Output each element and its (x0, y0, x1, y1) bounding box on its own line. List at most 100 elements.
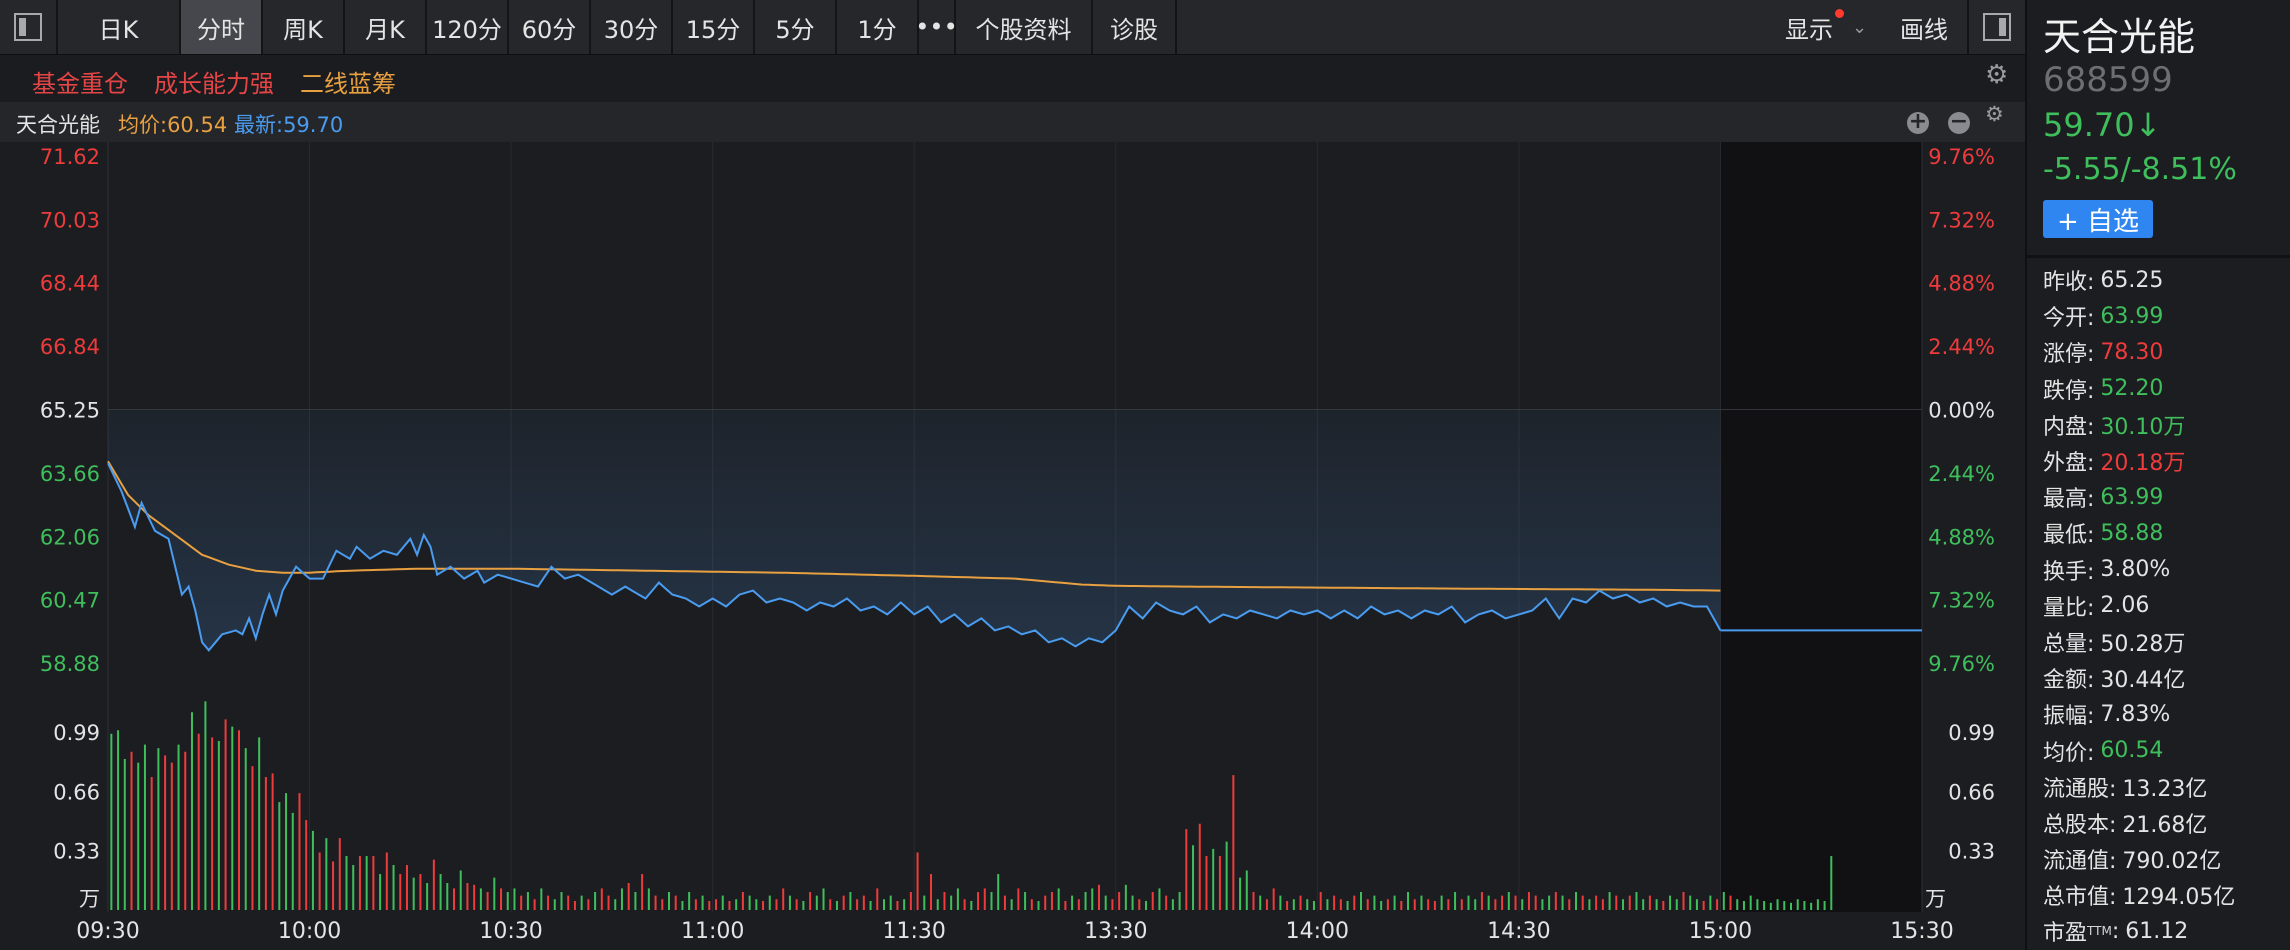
tab-60min[interactable]: 60分 (509, 0, 591, 54)
tab-weekly-k[interactable]: 周K (263, 0, 345, 54)
tab-30min[interactable]: 30分 (591, 0, 673, 54)
stat-label-colon: : (2111, 918, 2120, 944)
pct-tick-label: 7.32% (1928, 208, 1995, 232)
tab-15min[interactable]: 15分 (673, 0, 755, 54)
chart-info-line: 天合光能 均价:60.54 最新:59.70 + − ⚙ (0, 102, 2025, 142)
stat-value: 790.02亿 (2122, 849, 2222, 875)
time-tick-label: 13:30 (1084, 919, 1147, 944)
intraday-chart-svg: 71.62 9.76% 70.03 7.32% 68.44 4.88% 66.84 2.44%… (10, 142, 1995, 950)
stat-row: 今开: 63.99 (2043, 298, 2235, 334)
volume-tick-label: 0.33 (53, 840, 100, 864)
stat-label: 金额: (2043, 668, 2095, 694)
price-area-fill (108, 409, 1721, 651)
stat-row: 总股本: 21.68亿 (2043, 805, 2235, 841)
tag-growth[interactable]: 成长能力强 (154, 70, 274, 98)
tab-120min[interactable]: 120分 (427, 0, 509, 54)
after-hours-area (1720, 142, 1922, 912)
stat-value: 60.54 (2100, 738, 2164, 764)
latest-price-label: 最新:59.70 (234, 113, 344, 137)
stat-value: 50.28万 (2100, 631, 2186, 657)
pct-tick-label: 9.76% (1928, 145, 1995, 169)
quote-stats: 昨收: 65.25 今开: 63.99 涨停: 78.30 跌停: 52.20 内盘: 30.10… (2043, 262, 2235, 950)
gear-icon[interactable]: ⚙ (1985, 60, 2009, 90)
time-tick-label: 15:00 (1689, 919, 1752, 944)
chevron-down-icon: ⌄ (1851, 16, 1868, 38)
time-tick-label: 09:30 (76, 919, 139, 944)
price-line (107, 462, 1722, 652)
stat-row: 跌停: 52.20 (2043, 371, 2235, 407)
stat-row: 流通股: 13.23亿 (2043, 769, 2235, 805)
price-tick-label: 65.25 (40, 399, 100, 423)
tag-fund-heavy[interactable]: 基金重仓 (32, 70, 128, 98)
tab-1min[interactable]: 1分 (837, 0, 919, 54)
stat-label: 内盘: (2043, 414, 2095, 440)
volume-unit-label: 万 (79, 887, 100, 911)
pct-tick-label: 7.32% (1928, 589, 1995, 613)
stat-row: 量比: 2.06 (2043, 588, 2235, 624)
price-tick-label: 63.66 (40, 462, 100, 486)
stat-row: 内盘: 30.10万 (2043, 407, 2235, 443)
period-toolbar: 日K 分时 周K 月K 120分 60分 30分 15分 5分 1分 ••• 个… (0, 0, 2025, 55)
tab-intraday[interactable]: 分时 (181, 0, 263, 54)
stat-label-sup: TTM (2087, 924, 2112, 939)
stat-row: 市盈 TTM:61.12 (2043, 913, 2235, 949)
tab-daily-k[interactable]: 日K (58, 0, 181, 54)
time-tick-label: 15:30 (1890, 919, 1953, 944)
pct-tick-label: 9.76% (1928, 652, 1995, 676)
stat-row: 均价: 60.54 (2043, 732, 2235, 768)
price-tick-label: 60.47 (40, 589, 100, 613)
gear-icon[interactable]: ⚙ (1985, 102, 2004, 126)
stat-value: 52.20 (2100, 376, 2164, 402)
stat-value: 65.25 (2100, 267, 2164, 293)
stat-label: 总量: (2043, 631, 2095, 657)
stat-value: 21.68亿 (2122, 812, 2208, 838)
stat-value: 3.80% (2100, 557, 2171, 583)
divider (2027, 255, 2290, 258)
pct-tick-label: 2.44% (1928, 335, 1995, 359)
stat-value: 1294.05亿 (2122, 885, 2236, 911)
more-icon: ••• (915, 13, 958, 41)
zoom-out-icon[interactable]: − (1948, 109, 1970, 134)
stat-label: 均价: (2043, 740, 2095, 766)
left-panel-toggle-button[interactable] (0, 0, 58, 54)
stock-tags-row: 基金重仓 成长能力强 二线蓝筹 ⚙ (0, 56, 2025, 102)
stat-label: 总市值: (2043, 885, 2117, 911)
stat-row: 流通值: 790.02亿 (2043, 841, 2235, 877)
stock-name: 天合光能 (2043, 15, 2196, 59)
zoom-in-icon[interactable]: + (1907, 109, 1929, 134)
tab-monthly-k[interactable]: 月K (345, 0, 427, 54)
stat-label: 今开: (2043, 306, 2095, 332)
tab-5min[interactable]: 5分 (755, 0, 837, 54)
draw-line-button[interactable]: 画线 (1900, 15, 1948, 44)
time-tick-label: 10:00 (278, 919, 341, 944)
stock-code: 688599 (2043, 60, 2173, 100)
stat-label: 昨收: (2043, 270, 2095, 296)
stat-label: 流通值: (2043, 849, 2117, 875)
stat-value: 20.18万 (2100, 451, 2186, 477)
stat-value: 63.99 (2100, 484, 2164, 510)
avg-price-label: 均价:60.54 (118, 113, 228, 137)
tag-blue-chip[interactable]: 二线蓝筹 (300, 70, 396, 98)
stat-label: 市盈 (2043, 921, 2088, 947)
quote-panel: 天合光能 688599 59.70↓ -5.55/-8.51% + 自选 昨收:… (2025, 0, 2290, 950)
pct-tick-label: 4.88% (1928, 272, 1995, 296)
stat-value: 61.12 (2125, 918, 2189, 944)
panel-toggle-icon (1983, 13, 2011, 41)
stat-value: 63.99 (2100, 303, 2164, 329)
time-tick-label: 11:00 (681, 919, 744, 944)
stat-label: 最高: (2043, 487, 2095, 513)
right-panel-toggle-button[interactable] (1967, 0, 2025, 54)
add-watchlist-button[interactable]: + 自选 (2043, 200, 2153, 238)
diagnose-button[interactable]: 诊股 (1093, 0, 1177, 54)
time-tick-label: 10:30 (479, 919, 542, 944)
more-button[interactable]: ••• (915, 0, 958, 54)
display-dropdown[interactable]: 显示 ⌄ (1771, 0, 1881, 54)
avg-price-line (107, 460, 1721, 592)
price-tick-label: 68.44 (40, 272, 100, 296)
chart-stock-name: 天合光能 (16, 113, 100, 137)
volume-tick-label: 0.66 (53, 780, 100, 804)
stock-profile-button[interactable]: 个股资料 (956, 0, 1093, 54)
stat-label: 跌停: (2043, 378, 2095, 404)
pct-tick-label: 2.44% (1928, 462, 1995, 486)
price-tick-label: 58.88 (40, 652, 100, 676)
